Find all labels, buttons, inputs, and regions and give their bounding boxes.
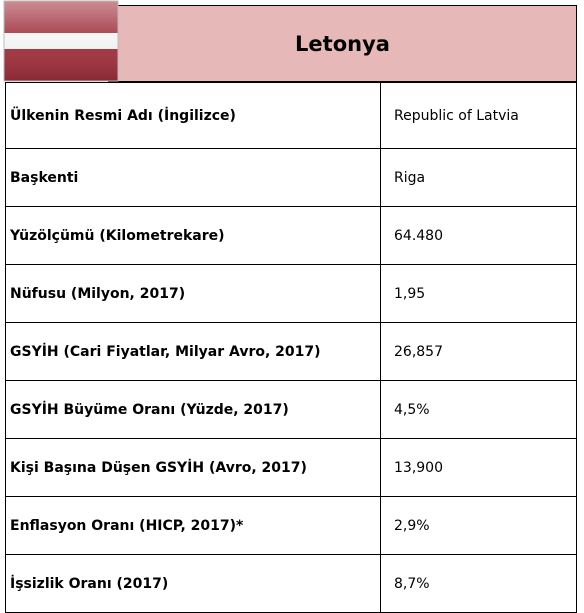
table-row: GSYİH (Cari Fiyatlar, Milyar Avro, 2017)… bbox=[5, 322, 577, 381]
table-row: Ülkenin Resmi Adı (İngilizce) Republic of… bbox=[5, 82, 577, 149]
row-value: 8,7% bbox=[380, 554, 577, 613]
table-row: Enflasyon Oranı (HICP, 2017)* 2,9% bbox=[5, 496, 577, 555]
row-label: Başkenti bbox=[5, 148, 381, 207]
row-label: Ülkenin Resmi Adı (İngilizce) bbox=[5, 82, 381, 149]
row-value: 4,5% bbox=[380, 380, 577, 439]
table-row: Kişi Başına Düşen GSYİH (Avro, 2017) 13,9… bbox=[5, 438, 577, 497]
row-value: 13,900 bbox=[380, 438, 577, 497]
row-value: Riga bbox=[380, 148, 577, 207]
row-label: Yüzölçümü (Kilometrekare) bbox=[5, 206, 381, 265]
row-label: GSYİH (Cari Fiyatlar, Milyar Avro, 2017) bbox=[5, 322, 381, 381]
title-band bbox=[108, 5, 577, 82]
title: Letonya bbox=[295, 31, 390, 56]
row-value: 2,9% bbox=[380, 496, 577, 555]
table-row: Yüzölçümü (Kilometrekare) 64.480 bbox=[5, 206, 577, 265]
row-label: İşsizlik Oranı (2017) bbox=[5, 554, 381, 613]
row-label: Nüfusu (Milyon, 2017) bbox=[5, 264, 381, 323]
row-value: 64.480 bbox=[380, 206, 577, 265]
table-row: Başkenti Riga bbox=[5, 148, 577, 207]
table-row: Nüfusu (Milyon, 2017) 1,95 bbox=[5, 264, 577, 323]
table-row: GSYİH Büyüme Oranı (Yüzde, 2017) 4,5% bbox=[5, 380, 577, 439]
row-value: Republic of Latvia bbox=[380, 82, 577, 149]
row-value: 26,857 bbox=[380, 322, 577, 381]
row-label: Enflasyon Oranı (HICP, 2017)* bbox=[5, 496, 381, 555]
row-value: 1,95 bbox=[380, 264, 577, 323]
row-label: GSYİH Büyüme Oranı (Yüzde, 2017) bbox=[5, 380, 381, 439]
row-label: Kişi Başına Düşen GSYİH (Avro, 2017) bbox=[5, 438, 381, 497]
flag bbox=[3, 0, 119, 82]
table-row: İşsizlik Oranı (2017) 8,7% bbox=[5, 554, 577, 613]
info-table: Ülkenin Resmi Adı (İngilizce) Republic of… bbox=[5, 82, 577, 613]
